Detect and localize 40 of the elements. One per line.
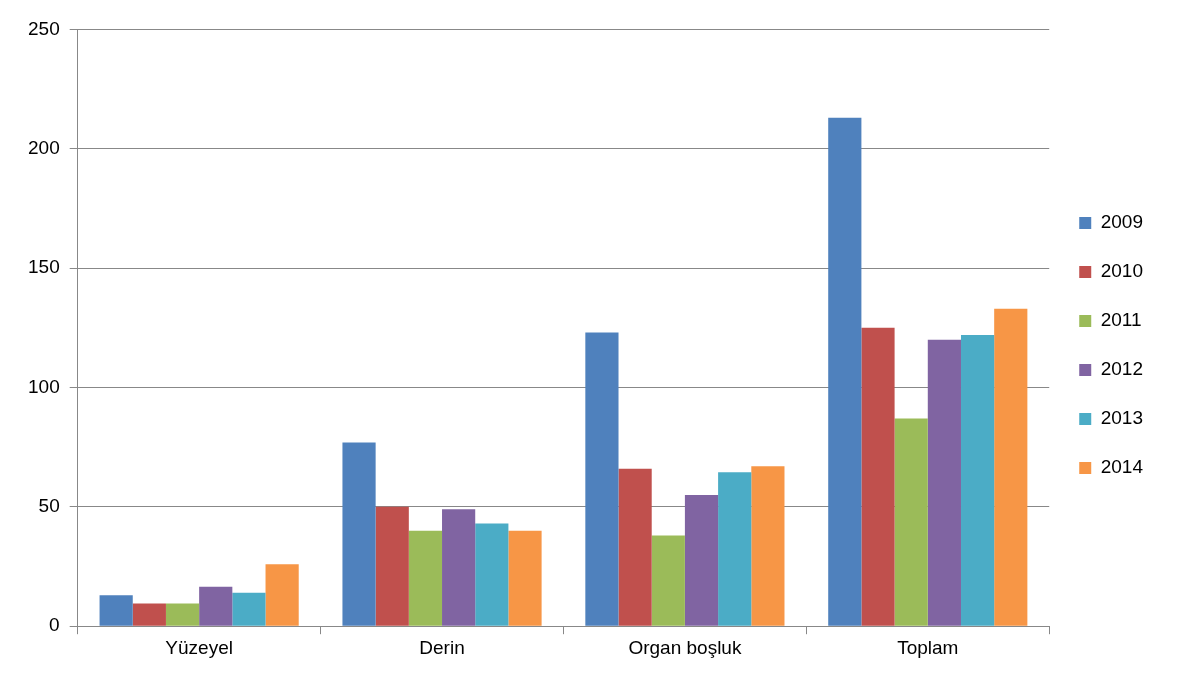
- bar: [165, 603, 200, 626]
- y-tick-label: 50: [38, 495, 60, 517]
- legend-label: 2010: [1100, 260, 1144, 282]
- bar: [585, 332, 619, 626]
- bar: [265, 564, 299, 626]
- legend-label: 2014: [1100, 456, 1144, 478]
- bar: [618, 468, 652, 626]
- bar: [684, 494, 719, 626]
- bar: [894, 418, 928, 626]
- bar: [475, 523, 509, 626]
- bar: [232, 592, 266, 626]
- bar: [342, 442, 376, 626]
- bar: [442, 509, 476, 626]
- x-tick-label: Toplam: [897, 636, 959, 658]
- bar: [861, 327, 895, 626]
- x-tick-label: Organ boşluk: [628, 636, 742, 658]
- y-tick-label: 0: [49, 614, 60, 636]
- legend-label: 2013: [1100, 407, 1144, 429]
- bar: [132, 603, 166, 626]
- y-tick-label: 150: [28, 256, 60, 278]
- y-tick-label: 200: [28, 136, 60, 158]
- bar: [99, 595, 133, 626]
- bar: [927, 339, 961, 626]
- y-tick-label: 250: [28, 17, 60, 39]
- legend-label: 2011: [1100, 309, 1142, 331]
- bar: [718, 472, 752, 626]
- x-tick-label: Derin: [419, 636, 465, 658]
- bar: [828, 117, 862, 626]
- legend-label: 2012: [1100, 358, 1144, 380]
- bar: [751, 466, 785, 626]
- legend-label: 2009: [1100, 211, 1144, 233]
- bar: [994, 308, 1028, 626]
- bar: [375, 506, 409, 626]
- bar: [408, 530, 443, 626]
- bar: [960, 334, 995, 626]
- x-tick-label: Yüzeyel: [165, 636, 233, 658]
- bar: [199, 586, 233, 626]
- bar: [651, 535, 685, 626]
- y-tick-label: 100: [28, 375, 60, 397]
- bar: [508, 530, 542, 626]
